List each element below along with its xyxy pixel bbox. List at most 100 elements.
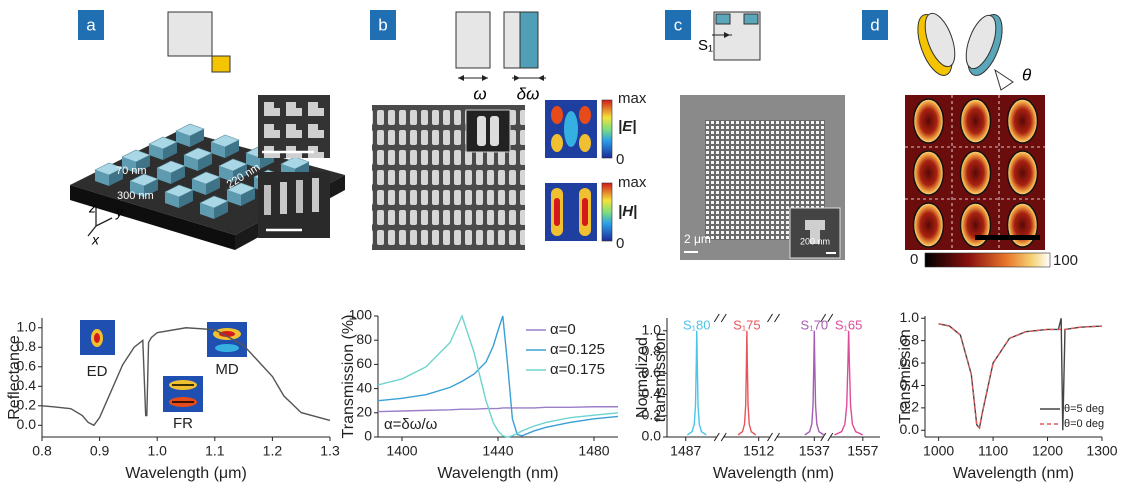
colorbar-max: max	[618, 174, 647, 191]
panel-b-schematic: ω δω	[456, 12, 546, 103]
colorbar-max: max	[618, 90, 647, 107]
panel-label: b	[378, 15, 387, 34]
x-tick-label: 1512	[743, 443, 774, 459]
series-label: S₁70	[801, 317, 829, 332]
panel-label: a	[86, 15, 96, 34]
panel-a-schematic-shape	[212, 56, 230, 72]
colorbar-max: 100	[1053, 252, 1078, 269]
scale-label: 200 nm	[800, 236, 830, 246]
panel-b-field-maps-shape	[582, 198, 588, 226]
y-tick-label: 60	[356, 355, 372, 371]
series-line	[738, 331, 756, 435]
width-label: δω	[517, 84, 540, 103]
x-tick-label: 1557	[847, 443, 878, 459]
axis-label: x	[91, 232, 100, 248]
x-tick-label: 1480	[578, 443, 609, 459]
x-axis-label: Wavelength (nm)	[713, 465, 834, 482]
panel-c-schematic: S₁	[698, 12, 760, 60]
legend-label: α=0.175	[550, 361, 605, 378]
x-axis-label: Wavelength (μm)	[125, 465, 247, 482]
panel-label: d	[870, 15, 879, 34]
panel-b-field-maps-shape	[579, 134, 591, 152]
panel-b-field-maps-shape	[554, 198, 560, 226]
axis-label: y	[115, 204, 124, 220]
field-label: |E|	[618, 118, 636, 135]
width-label: ω	[473, 84, 486, 103]
x-tick-label: 0.9	[90, 443, 110, 459]
panel-c-sem: 2 μm 200 nm	[680, 95, 845, 260]
panel-a-sem-shape	[264, 185, 271, 215]
y-tick-label: 0	[364, 428, 372, 444]
page-body: a b c d 70 nm 300 nm 220 nm z y x	[0, 0, 1136, 489]
field-insets-shape	[215, 344, 239, 352]
x-axis-label: Wavelength (nm)	[953, 465, 1074, 482]
panel-d-heatmap-shape	[975, 235, 1040, 240]
series-line	[805, 331, 824, 435]
x-tick-label: 1.0	[147, 443, 167, 459]
annotation: ED	[87, 363, 108, 380]
field-insets-shape	[94, 333, 100, 343]
x-tick-label: 1100	[978, 443, 1008, 459]
y-axis-label: Reflectance	[6, 335, 23, 420]
series-line	[378, 407, 618, 412]
panel-b-field-maps-shape	[579, 106, 591, 124]
gap-label: S₁	[698, 37, 713, 54]
panel-d-heatmap-shape	[905, 95, 1045, 250]
colorbar-min: 0	[616, 235, 624, 252]
y-axis-label: Transmission	[897, 329, 914, 424]
y-tick-label: 0.0	[642, 428, 662, 444]
panel-b-sem	[372, 105, 525, 250]
axis-break	[714, 314, 719, 322]
panel-d-schematic: θ	[911, 10, 1032, 90]
x-tick-label: 1.2	[263, 443, 283, 459]
panel-b-field-maps-shape	[551, 134, 563, 152]
series-label: S₁80	[683, 317, 711, 332]
series-line	[687, 331, 706, 435]
legend-label: θ=0 deg	[1064, 418, 1104, 430]
legend-label: α=0.125	[550, 341, 605, 358]
x-tick-label: 1400	[386, 443, 417, 459]
panel-b-field-maps-shape	[564, 111, 578, 147]
dimension-label: 70 nm	[116, 165, 147, 177]
y-axis-label: Transmission (%)	[340, 315, 357, 439]
x-axis-label: Wavelength (nm)	[437, 465, 558, 482]
scale-label: 2 μm	[684, 232, 711, 246]
y-tick-label: 80	[356, 331, 372, 347]
panel-d-schematic-shape	[995, 70, 1013, 90]
panel-a-sem-shape	[258, 95, 330, 158]
panel-a-schematic-shape	[168, 12, 212, 56]
axis-break	[775, 314, 780, 322]
legend-label: α=0	[550, 321, 576, 338]
x-tick-label: 1487	[670, 443, 701, 459]
annotation: FR	[173, 415, 193, 432]
panel-b-field-maps-shape	[602, 100, 612, 158]
annotation: α=δω/ω	[384, 416, 438, 433]
panel-a-sem-shape	[280, 182, 287, 214]
panel-b-schematic-shape	[456, 12, 490, 68]
panel-b-sem-shape	[466, 110, 510, 152]
panel-a-sem-shape	[312, 178, 319, 212]
field-label: |H|	[618, 203, 637, 220]
panel-d-heatmap: 0 100	[905, 95, 1078, 269]
y-tick-label: 1.0	[17, 318, 37, 334]
y-tick-label: 40	[356, 379, 372, 395]
colorbar-min: 0	[910, 251, 918, 268]
axis-break	[721, 314, 726, 322]
panel-d-heatmap-shape	[925, 253, 1050, 267]
series-label: S₁75	[733, 317, 761, 332]
panel-b-field-maps-shape	[602, 183, 612, 241]
annotation: MD	[215, 361, 238, 378]
axis-break	[768, 314, 773, 322]
figure: a b c d 70 nm 300 nm 220 nm z y x	[0, 0, 1136, 489]
x-tick-label: 1200	[1032, 443, 1063, 459]
panel-a-labels-shape	[96, 218, 112, 226]
x-tick-label: 1.3	[320, 443, 340, 459]
x-tick-label: 1537	[799, 443, 830, 459]
series-label: S₁65	[835, 317, 863, 332]
colorbar-min: 0	[616, 151, 624, 168]
x-tick-label: 1300	[1086, 443, 1117, 459]
y-tick-label: 1.0	[900, 309, 920, 325]
panel-a-sem-shape	[296, 180, 303, 213]
y-axis-label: transmission	[652, 333, 669, 423]
dimension-label: 300 nm	[117, 190, 154, 202]
